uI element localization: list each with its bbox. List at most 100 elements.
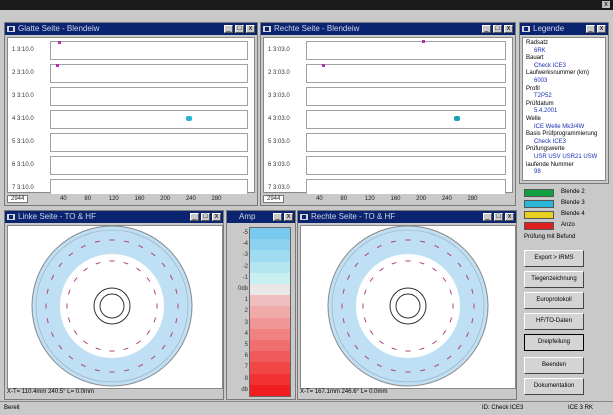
dreipfeilung-button[interactable]: Dreipfeilung: [524, 334, 584, 351]
minimize-button[interactable]: _: [273, 213, 282, 221]
indication-mark: [449, 317, 453, 323]
indication-mark: [420, 369, 426, 372]
close-icon[interactable]: x: [602, 1, 610, 8]
tiegenzeichnung-button[interactable]: Tiegenzeichnung: [524, 271, 584, 288]
beenden-button[interactable]: Beenden: [524, 357, 584, 374]
scale-cell: 2: [245, 306, 290, 318]
legend-key: Welle: [526, 115, 541, 122]
disc-window-left: Linke Seite - TO & HF _ □ x X-T= 110.4mm…: [4, 210, 224, 400]
scale-label: 5: [244, 342, 248, 348]
minimize-button[interactable]: _: [224, 25, 233, 33]
legend-key: laufende Nummer: [526, 161, 574, 168]
hf-to-daten-button[interactable]: HF/TO-Daten: [524, 313, 584, 330]
indication-mark: [391, 261, 397, 265]
indication-mark: [95, 261, 101, 265]
scale-label: -3: [242, 252, 248, 259]
indication-mark: [471, 318, 474, 324]
maximize-button[interactable]: □: [494, 213, 503, 221]
disc-left-svg: [31, 225, 193, 387]
plot-row: [50, 87, 248, 106]
dokumentation-button[interactable]: Dokumentation: [524, 378, 584, 395]
plot-left-area: 1 3:10.0 2 3:10.0 3 3:10.0 4 3:10.0 5 3:…: [7, 37, 255, 198]
x-tick: 280: [467, 196, 478, 202]
window-icon: [7, 26, 15, 32]
scale-label: 4: [244, 330, 248, 337]
scale-label: db: [241, 386, 248, 393]
minimize-button[interactable]: _: [483, 213, 492, 221]
indication-mark: [379, 340, 384, 345]
close-button[interactable]: x: [504, 25, 513, 33]
maximize-button[interactable]: □: [235, 25, 244, 33]
scale-label: 6: [244, 353, 248, 360]
plot-row: [50, 156, 248, 175]
x-tick: 160: [390, 196, 401, 202]
indication-mark: [83, 340, 88, 345]
row-label: 6 3:03.0: [268, 162, 290, 168]
maximize-button[interactable]: □: [201, 213, 210, 221]
x-tick: 120: [108, 196, 119, 202]
europrotokoll-button[interactable]: Europrotokoll: [524, 292, 584, 309]
indication-mark: [419, 347, 425, 351]
indication-mark: [146, 330, 151, 335]
scale-cell: 4: [245, 328, 290, 340]
plot-left-status: 2944 40 80 120 160 200 240 280: [7, 194, 255, 204]
close-button[interactable]: x: [284, 213, 293, 221]
disc-right-title: Rechte Seite - TO & HF: [311, 212, 396, 221]
indication-mark: [376, 363, 382, 367]
scale-window: Amp _ x -5 -4 -3 -2 -1 0db 1 2 3 4 5 6 7 8 db: [226, 210, 296, 400]
window-icon: [7, 214, 15, 220]
indication-marker: [56, 64, 59, 67]
indication-marker: [186, 116, 192, 121]
indication-mark: [169, 274, 173, 280]
scale-cell: -2: [243, 261, 290, 273]
scale-label: -4: [242, 241, 248, 248]
disc-right-area: [300, 225, 516, 389]
indication-mark: [153, 317, 157, 323]
x-tick: 40: [60, 196, 67, 202]
indication-mark: [146, 277, 151, 282]
scale-label: 1: [244, 297, 248, 304]
export-irms-button[interactable]: Export > IRMS: [524, 250, 584, 267]
minimize-button[interactable]: _: [190, 213, 199, 221]
legend-key: Prüfungswerte: [526, 146, 565, 153]
close-button[interactable]: x: [597, 25, 606, 33]
close-button[interactable]: x: [212, 213, 221, 221]
swatch-caption: Prüfung mit Befund: [524, 234, 576, 240]
close-button[interactable]: x: [246, 25, 255, 33]
disc-left-area: [7, 225, 223, 389]
amplitude-scale: -5 -4 -3 -2 -1 0db 1 2 3 4 5 6 7 8 db: [238, 227, 291, 397]
indication-mark: [432, 267, 437, 272]
maximize-button[interactable]: □: [493, 25, 502, 33]
indication-mark: [67, 317, 71, 323]
disc-window-right: Rechte Seite - TO & HF _ □ x X-T= 167.1m…: [297, 210, 517, 400]
indication-mark: [123, 261, 129, 265]
minimize-button[interactable]: _: [586, 25, 595, 33]
scale-label: -2: [242, 263, 248, 270]
legend-key: Prüfdatum: [526, 100, 554, 107]
indication-mark: [376, 245, 382, 249]
plot-row: [306, 156, 506, 175]
indication-mark: [58, 262, 63, 268]
legend-value: 98: [534, 169, 541, 176]
plot-row: [50, 64, 248, 83]
close-button[interactable]: x: [505, 213, 514, 221]
indication-mark: [446, 252, 452, 257]
disc-right-svg: [327, 225, 489, 387]
indication-mark: [420, 240, 426, 243]
plot-right-status-value: 2944: [263, 195, 285, 203]
indication-mark: [457, 262, 462, 268]
row-label: 7 3:03.0: [268, 185, 290, 191]
status-id: ID: Check ICE3: [482, 405, 524, 411]
row-label: 4 3:03.0: [268, 116, 290, 122]
legend-key: Basis Prüfprogrammierung: [526, 131, 598, 138]
minimize-button[interactable]: _: [482, 25, 491, 33]
indication-mark: [457, 344, 462, 350]
plot-row: [50, 41, 248, 60]
x-tick: 240: [441, 196, 452, 202]
indication-mark: [354, 344, 359, 350]
indication-mark: [465, 332, 469, 338]
scale-label: 8: [244, 375, 248, 382]
indication-marker: [454, 116, 460, 121]
indication-mark: [449, 289, 453, 295]
indication-mark: [379, 267, 384, 272]
